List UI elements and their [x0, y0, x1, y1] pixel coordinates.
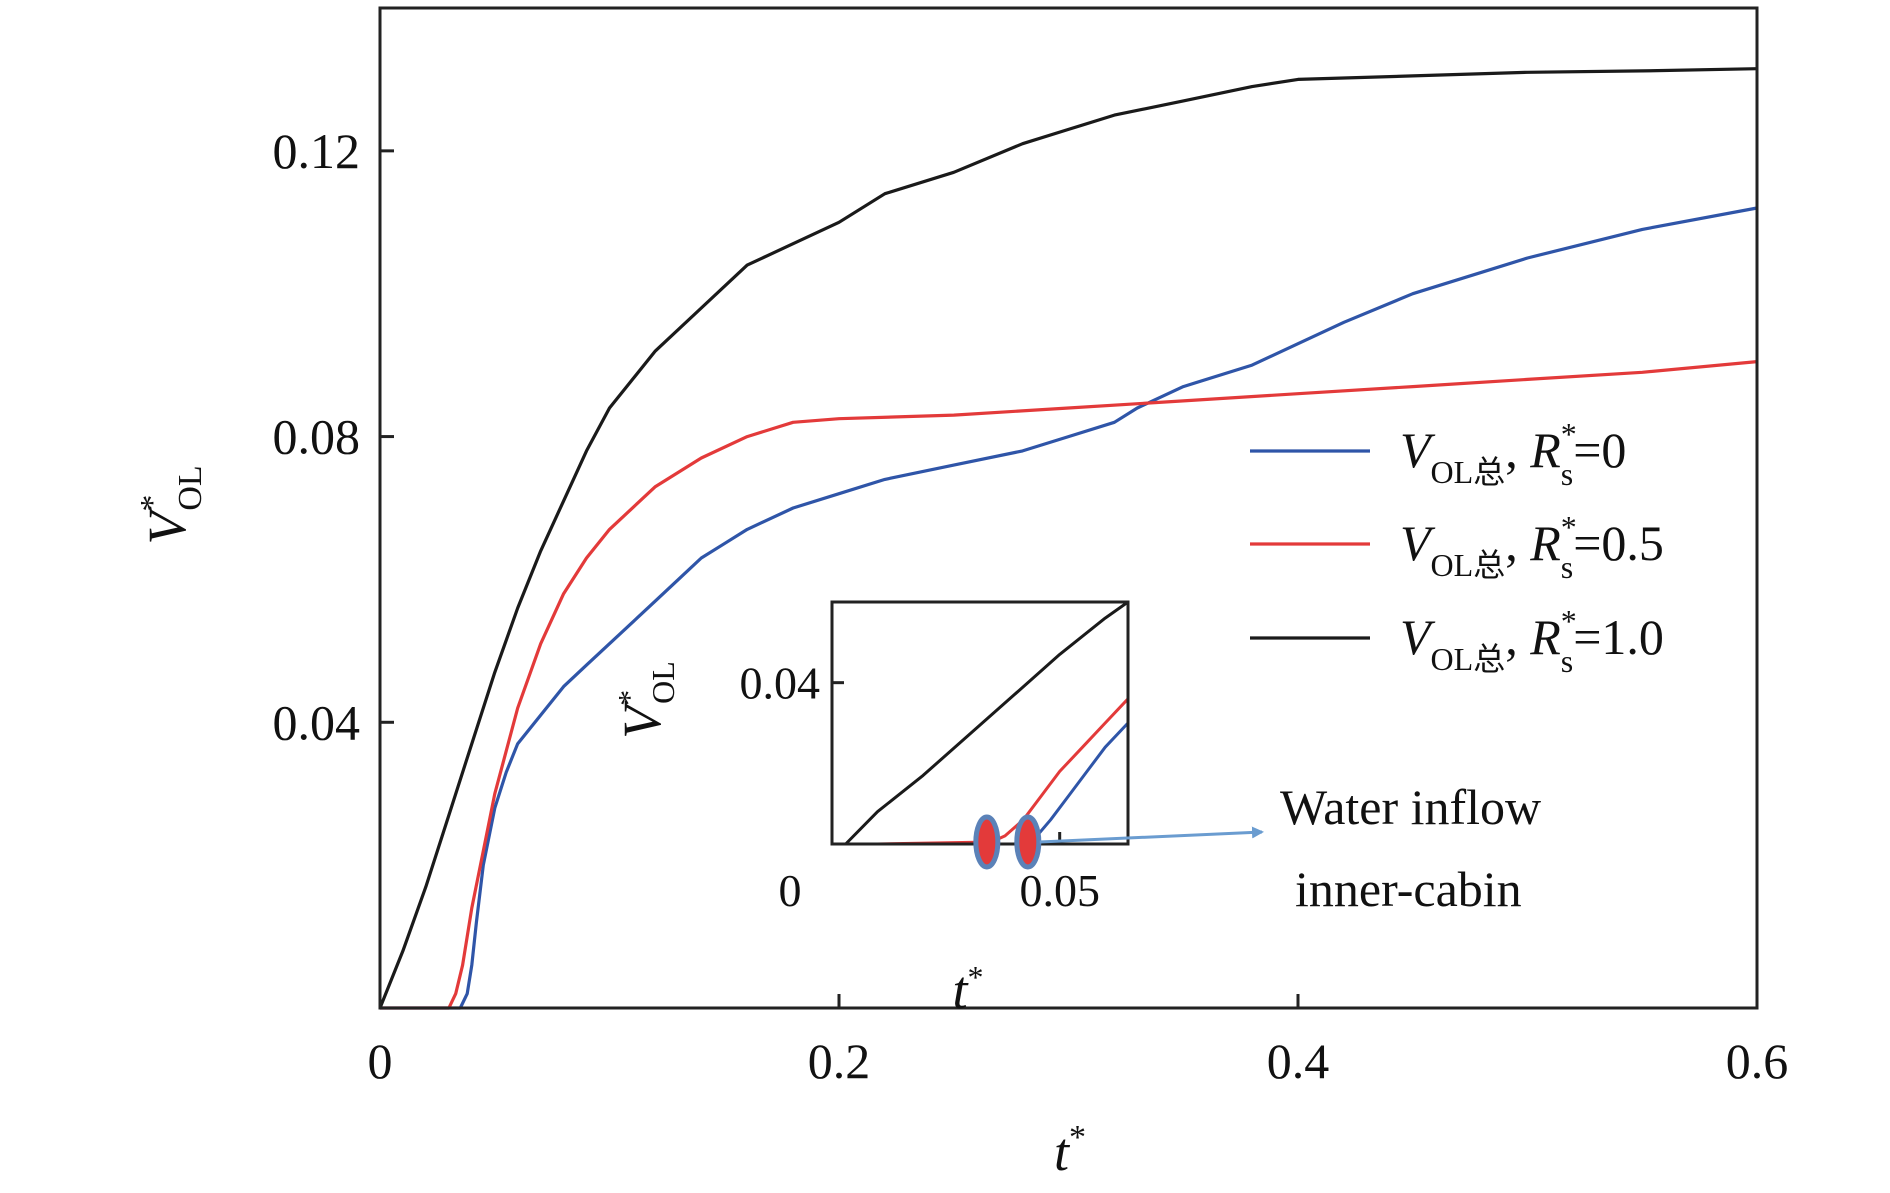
water-inflow-marker-2 [1014, 814, 1042, 870]
y-tick-label-0-08: 0.08 [273, 409, 361, 465]
series-line-2 [380, 360, 1758, 1010]
x-tick-label-0-4: 0.4 [1267, 1033, 1330, 1089]
legend-label-3: VOL总, R* s=1.0 [1400, 603, 1664, 679]
plot-frame [378, 6, 1759, 1010]
water-inflow-marker-1 [973, 814, 1001, 870]
inset-x-tick-label-0: 0 [779, 865, 802, 916]
legend: VOL总, R* s=0 VOL总, R* s=0.5 VOL总, R* s=1.0 [1250, 416, 1664, 679]
main-series-group [378, 67, 1758, 1010]
x-tick-label-0: 0 [368, 1033, 393, 1089]
y-tick-label-0-12: 0.12 [273, 123, 361, 179]
legend-label-1: VOL总, R* s=0 [1400, 416, 1626, 492]
main-axis-ticks: 0 0.2 0.4 0.6 0.04 0.08 0.12 [273, 123, 1789, 1089]
inset-y-tick-label-0-04: 0.04 [740, 658, 821, 709]
x-tick-label-0-2: 0.2 [808, 1033, 871, 1089]
y-tick-label-0-04: 0.04 [273, 694, 361, 750]
annotation-line-2: inner-cabin [1295, 861, 1522, 917]
legend-label-2: VOL总, R* s=0.5 [1400, 509, 1664, 585]
y-axis-label: V*OL [134, 465, 209, 544]
inset-markers [973, 814, 1042, 870]
inset-background [832, 602, 1128, 844]
series-line-1 [380, 206, 1758, 1010]
inset-y-axis-label: V*OL [611, 661, 681, 739]
inset-series-line-1 [844, 600, 1129, 846]
inset-x-axis-label: t* [952, 959, 983, 1020]
x-tick-label-0-6: 0.6 [1726, 1033, 1789, 1089]
series-line-3 [378, 67, 1758, 1009]
x-axis-label: t* [1054, 1119, 1086, 1182]
annotation-arrow [1039, 826, 1264, 844]
annotation-line-1: Water inflow [1280, 779, 1541, 835]
inset-x-tick-label-0-05: 0.05 [1019, 865, 1100, 916]
inset-axis-ticks: 0 0.05 0.04 [740, 658, 1100, 916]
